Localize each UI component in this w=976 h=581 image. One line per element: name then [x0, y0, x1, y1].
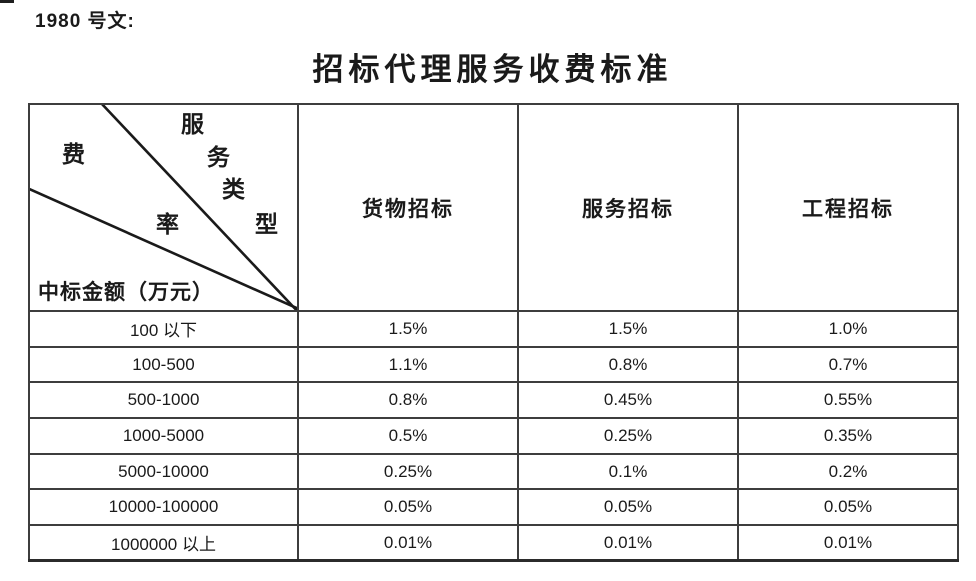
table-row: 1000-5000 0.5% 0.25% 0.35% — [28, 417, 959, 455]
works-rate-cell: 0.7% — [737, 345, 959, 384]
page-title: 招标代理服务收费标准 — [312, 52, 673, 87]
goods-rate-cell: 1.5% — [297, 310, 519, 348]
works-rate-cell: 0.05% — [737, 488, 959, 527]
column-header-works: 工程招标 — [737, 103, 959, 312]
range-cell: 5000-10000 — [28, 452, 299, 491]
corner-type-char-3: 类 — [222, 177, 245, 202]
scan-artifact — [0, 0, 14, 3]
corner-type-char-2: 务 — [207, 145, 230, 170]
service-rate-cell: 0.25% — [517, 417, 739, 455]
corner-rate-char-2: 率 — [156, 212, 179, 237]
goods-rate-cell: 0.5% — [297, 417, 519, 455]
goods-rate-cell: 0.25% — [297, 452, 519, 491]
service-rate-cell: 0.45% — [517, 381, 739, 420]
corner-amount-label: 中标金额（万元） — [38, 280, 214, 304]
corner-rate-char-1: 费 — [62, 142, 85, 167]
doc-ref: 1980 号文: — [35, 11, 135, 32]
column-header-service: 服务招标 — [517, 103, 739, 312]
table-row: 1000000 以上 0.01% 0.01% 0.01% — [28, 524, 959, 562]
works-rate-cell: 0.2% — [737, 452, 959, 491]
table-row: 10000-100000 0.05% 0.05% 0.05% — [28, 488, 959, 527]
range-cell: 100 以下 — [28, 310, 299, 348]
service-rate-cell: 0.01% — [517, 524, 739, 562]
works-rate-cell: 0.01% — [737, 524, 959, 562]
table-row: 5000-10000 0.25% 0.1% 0.2% — [28, 452, 959, 491]
service-rate-cell: 1.5% — [517, 310, 739, 348]
service-rate-cell: 0.05% — [517, 488, 739, 527]
range-cell: 1000-5000 — [28, 417, 299, 455]
service-rate-cell: 0.8% — [517, 345, 739, 384]
table-header-row: 服 务 类 型 费 率 中标金额（万元） 货物招标 服务招标 工程招标 — [28, 103, 959, 312]
fee-table: 服 务 类 型 费 率 中标金额（万元） 货物招标 服务招标 工程招标 100 … — [28, 103, 959, 563]
column-header-goods: 货物招标 — [297, 103, 519, 312]
corner-type-char-1: 服 — [181, 112, 204, 137]
table-row: 100-500 1.1% 0.8% 0.7% — [28, 345, 959, 384]
goods-rate-cell: 0.01% — [297, 524, 519, 562]
diagonal-lines — [31, 106, 296, 309]
table-row: 500-1000 0.8% 0.45% 0.55% — [28, 381, 959, 420]
goods-rate-cell: 1.1% — [297, 345, 519, 384]
diagonal-header-cell: 服 务 类 型 费 率 中标金额（万元） — [28, 103, 299, 312]
works-rate-cell: 0.35% — [737, 417, 959, 455]
range-cell: 10000-100000 — [28, 488, 299, 527]
range-cell: 500-1000 — [28, 381, 299, 420]
service-rate-cell: 0.1% — [517, 452, 739, 491]
goods-rate-cell: 0.8% — [297, 381, 519, 420]
corner-type-char-4: 型 — [255, 212, 278, 237]
range-cell: 100-500 — [28, 345, 299, 384]
works-rate-cell: 0.55% — [737, 381, 959, 420]
goods-rate-cell: 0.05% — [297, 488, 519, 527]
table-row: 100 以下 1.5% 1.5% 1.0% — [28, 310, 959, 348]
range-cell: 1000000 以上 — [28, 524, 299, 562]
works-rate-cell: 1.0% — [737, 310, 959, 348]
